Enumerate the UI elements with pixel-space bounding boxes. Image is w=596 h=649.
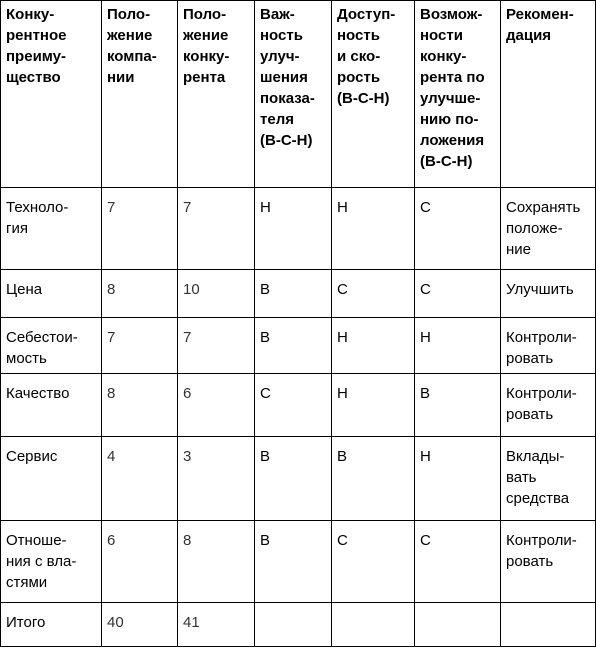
cell-competitor-position: 3 xyxy=(177,436,255,521)
cell-importance: С xyxy=(254,373,332,437)
cell-company-total: 40 xyxy=(101,602,178,647)
cell-importance: В xyxy=(254,436,332,521)
table-row-total: Итого 40 41 xyxy=(0,602,596,647)
cell-importance: В xyxy=(254,269,332,318)
cell-competitor-opportunities xyxy=(414,602,501,647)
cell-company-position: 8 xyxy=(101,269,178,318)
cell-advantage: Качество xyxy=(0,373,102,437)
cell-availability: С xyxy=(331,520,415,603)
table-row: Сервис 4 3 В В Н Вклады-вать средства xyxy=(0,436,596,521)
table-row: Отноше-ния с вла-стями 6 8 В С С Контрол… xyxy=(0,520,596,603)
cell-availability xyxy=(331,602,415,647)
cell-availability: С xyxy=(331,269,415,318)
cell-competitor-position: 10 xyxy=(177,269,255,318)
cell-advantage: Себестои-мость xyxy=(0,317,102,374)
cell-competitor-total: 41 xyxy=(177,602,255,647)
cell-importance xyxy=(254,602,332,647)
cell-competitor-opportunities: Н xyxy=(414,317,501,374)
cell-recommendation: Улучшить xyxy=(500,269,596,318)
header-importance: Важ-ность улуч-шения показа-теля (В-С-Н) xyxy=(254,0,332,188)
cell-availability: Н xyxy=(331,373,415,437)
cell-importance: В xyxy=(254,520,332,603)
cell-advantage: Сервис xyxy=(0,436,102,521)
cell-company-position: 8 xyxy=(101,373,178,437)
cell-competitor-opportunities: С xyxy=(414,520,501,603)
cell-availability: Н xyxy=(331,187,415,270)
table-header-row: Конку-рентное преиму-щество Поло-жение ком… xyxy=(0,0,596,188)
cell-company-position: 7 xyxy=(101,187,178,270)
header-availability: Доступ-ность и ско-рость (В-С-Н) xyxy=(331,0,415,188)
cell-recommendation xyxy=(500,602,596,647)
cell-company-position: 4 xyxy=(101,436,178,521)
header-advantage: Конку-рентное преиму-щество xyxy=(0,0,102,188)
cell-competitor-opportunities: В xyxy=(414,373,501,437)
table-row: Качество 8 6 С Н В Контроли-ровать xyxy=(0,373,596,437)
table-row: Цена 8 10 В С С Улучшить xyxy=(0,269,596,318)
cell-importance: Н xyxy=(254,187,332,270)
cell-importance: В xyxy=(254,317,332,374)
cell-competitor-position: 6 xyxy=(177,373,255,437)
cell-recommendation: Контроли-ровать xyxy=(500,373,596,437)
table-row: Техноло-гия 7 7 Н Н С Сохранять положе-ни… xyxy=(0,187,596,270)
cell-availability: Н xyxy=(331,317,415,374)
cell-advantage: Итого xyxy=(0,602,102,647)
cell-competitor-position: 8 xyxy=(177,520,255,603)
header-competitor-position: Поло-жение конку-рента xyxy=(177,0,255,188)
cell-company-position: 7 xyxy=(101,317,178,374)
cell-recommendation: Сохранять положе-ние xyxy=(500,187,596,270)
cell-advantage: Техноло-гия xyxy=(0,187,102,270)
cell-recommendation: Вклады-вать средства xyxy=(500,436,596,521)
cell-competitor-opportunities: С xyxy=(414,269,501,318)
cell-competitor-opportunities: Н xyxy=(414,436,501,521)
cell-recommendation: Контроли-ровать xyxy=(500,317,596,374)
header-competitor-opportunities: Возмож-ности конку-рента по улучше-нию по-… xyxy=(414,0,501,188)
cell-competitor-position: 7 xyxy=(177,187,255,270)
cell-advantage: Цена xyxy=(0,269,102,318)
cell-competitor-position: 7 xyxy=(177,317,255,374)
header-recommendation: Рекомен-дация xyxy=(500,0,596,188)
table-row: Себестои-мость 7 7 В Н Н Контроли-ровать xyxy=(0,317,596,374)
cell-availability: В xyxy=(331,436,415,521)
cell-competitor-opportunities: С xyxy=(414,187,501,270)
cell-advantage: Отноше-ния с вла-стями xyxy=(0,520,102,603)
cell-recommendation: Контроли-ровать xyxy=(500,520,596,603)
header-company-position: Поло-жение компа-нии xyxy=(101,0,178,188)
cell-company-position: 6 xyxy=(101,520,178,603)
